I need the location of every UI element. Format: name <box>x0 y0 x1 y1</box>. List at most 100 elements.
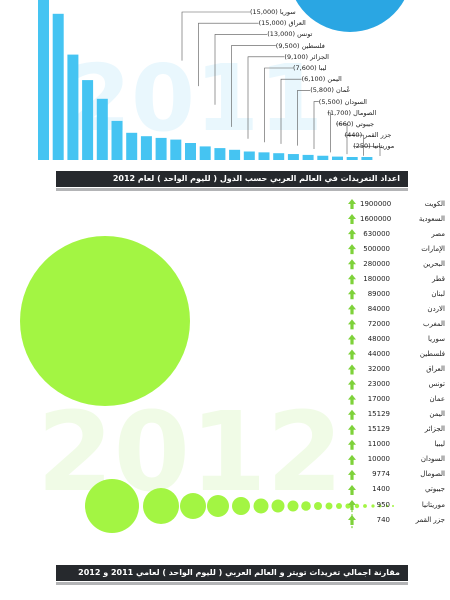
label-value: (7,600) <box>293 64 319 72</box>
bar-2011 <box>361 157 373 160</box>
country-value: 15129 <box>367 425 390 434</box>
bubble-small <box>253 498 269 514</box>
country-value: 44000 <box>367 350 390 358</box>
label-country: موريتانيا <box>372 142 395 151</box>
bar-2011 <box>243 151 255 160</box>
country-name: عمان <box>429 395 446 404</box>
label-2011: جيبوتي (660) <box>336 120 374 128</box>
label-2011: الصومال (1,700) <box>327 109 376 117</box>
bar-2011 <box>273 153 285 160</box>
bubbles-2012 <box>20 236 394 533</box>
leader-line <box>247 56 285 139</box>
bar-2011 <box>111 120 123 160</box>
label-value: (13,000) <box>267 30 298 39</box>
country-name: السودان <box>420 455 445 464</box>
bubble-large <box>20 236 190 406</box>
bar-2011 <box>52 13 64 160</box>
arrow-up-icon <box>348 409 356 420</box>
bar-2011 <box>126 132 138 160</box>
label-country: ليبا <box>318 64 327 72</box>
country-name: العراق <box>426 365 445 374</box>
country-value: 1400 <box>372 485 390 494</box>
arrow-up-icon <box>348 424 356 435</box>
label-value: (440) <box>344 131 365 140</box>
label-2011: موريتانيا (250) <box>353 142 394 150</box>
country-value: 630000 <box>363 229 390 238</box>
bubble-small <box>336 503 342 509</box>
bar-2011 <box>82 80 94 160</box>
bar-2011 <box>332 156 343 160</box>
country-name: السعودية <box>418 214 445 223</box>
leader-line <box>198 22 259 87</box>
arrow-up-icon <box>348 274 356 285</box>
label-value: (9,500) <box>275 41 302 50</box>
arrow-up-icon <box>348 349 356 360</box>
bubble-small <box>271 499 285 513</box>
bubble-small <box>143 488 179 524</box>
country-value: 89000 <box>367 289 390 298</box>
label-value: (15,000) <box>258 19 289 28</box>
bar-2011 <box>67 54 79 160</box>
label-country: السودان <box>344 97 367 106</box>
label-2011: عُمان (5,800) <box>310 86 350 94</box>
bar-2011 <box>96 98 108 160</box>
label-value: (660) <box>336 120 356 128</box>
arrow-up-icon <box>348 259 356 270</box>
label-country: العراق <box>288 19 306 28</box>
bubble-small <box>207 495 229 517</box>
bubble-small <box>392 505 394 507</box>
arrow-up-icon <box>348 214 356 225</box>
arrow-up-icon <box>348 484 356 495</box>
country-name: الصومال <box>420 470 445 479</box>
arrow-up-icon <box>348 379 356 390</box>
country-name: اليمن <box>429 410 445 419</box>
arrow-up-icon <box>348 394 356 405</box>
bubble-small <box>325 502 333 510</box>
bubble-small <box>85 479 139 533</box>
label-value: (5,500) <box>318 97 345 106</box>
label-2011: العراق (15,000) <box>259 19 306 27</box>
bars-2011 <box>38 0 373 160</box>
label-2011: اليمن (6,100) <box>302 75 342 83</box>
label-value: (9,100) <box>284 52 311 61</box>
bar-2011 <box>38 0 49 160</box>
top-circle <box>295 0 405 32</box>
label-country: جزر القمر <box>364 131 392 140</box>
arrow-up-icon <box>348 229 356 240</box>
bar-2011 <box>287 154 299 160</box>
bar-2011 <box>140 136 152 160</box>
bar-2011 <box>302 154 314 160</box>
country-value: 950 <box>376 500 390 509</box>
label-value: (15,000) <box>250 8 280 16</box>
bubble-small <box>301 501 311 511</box>
label-country: فلسطين <box>301 41 325 50</box>
country-value: 10000 <box>367 455 390 464</box>
leader-line <box>313 101 319 149</box>
leader-line <box>181 11 250 61</box>
label-country: سوريا <box>279 8 296 16</box>
bubble-small <box>314 502 322 510</box>
leader-line <box>327 112 331 153</box>
arrow-up-icon <box>348 454 356 465</box>
leader-line <box>214 34 268 105</box>
chart-title-2012: مقارنة اجمالي تغريدات تويتر و العالم الع… <box>56 565 408 585</box>
country-name: الجزائر <box>424 425 445 434</box>
country-value: 500000 <box>363 244 390 253</box>
country-value: 280000 <box>363 259 390 268</box>
arrows <box>348 199 356 529</box>
label-2011: تونس (13,000) <box>267 30 312 38</box>
country-name: لبنان <box>431 289 445 298</box>
label-value: (5,800) <box>310 86 336 95</box>
country-value: 32000 <box>367 365 390 374</box>
arrow-up-icon <box>348 364 356 375</box>
bar-2011 <box>317 155 329 160</box>
label-country: الصومال <box>353 108 377 117</box>
leader-line <box>344 134 364 156</box>
label-country: الجزائر <box>310 52 329 61</box>
arrow-up-icon <box>348 334 356 345</box>
country-name: جيبوتي <box>425 485 445 494</box>
bar-2011 <box>346 157 358 160</box>
bubble-small <box>180 493 206 519</box>
country-value: 180000 <box>363 274 390 283</box>
country-name: تونس <box>428 380 445 389</box>
